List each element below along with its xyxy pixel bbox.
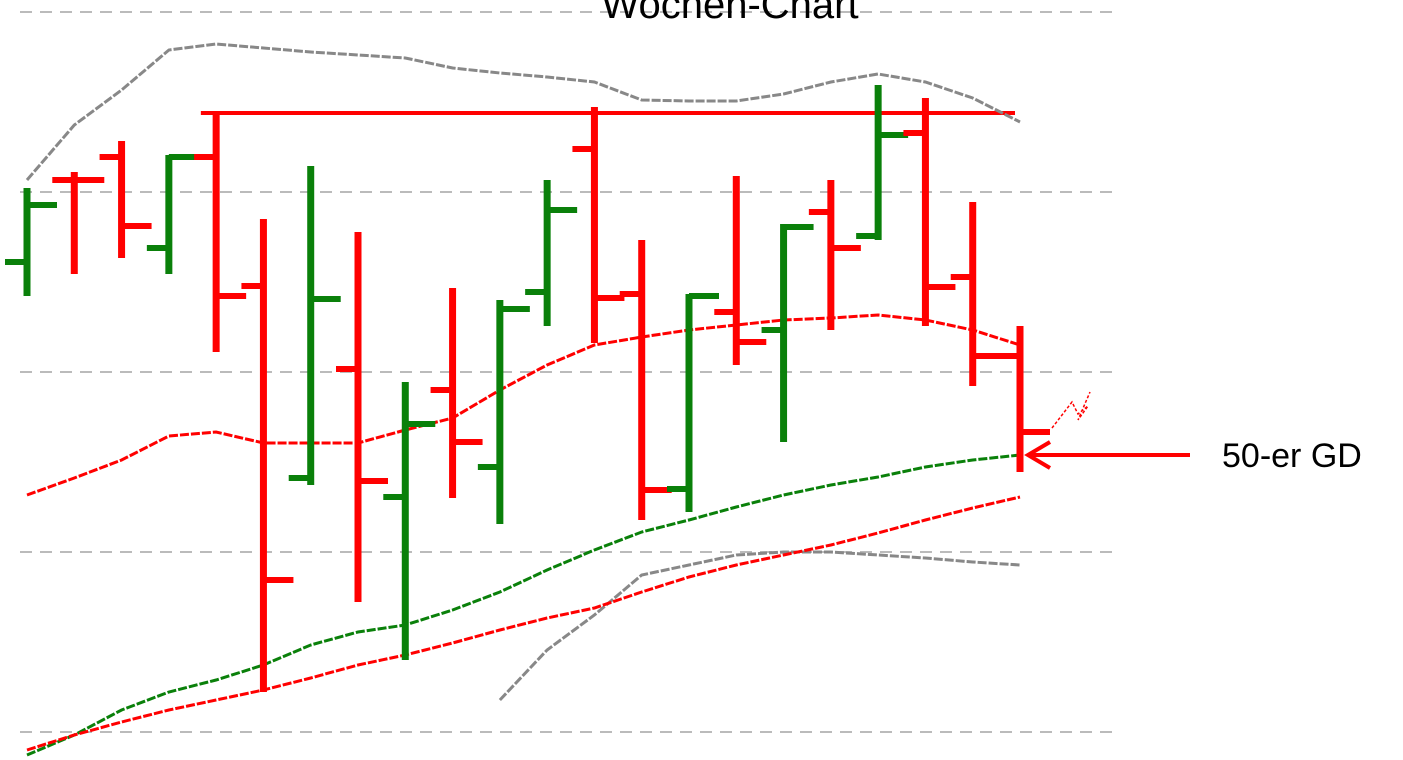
annotation: 50-er GD (1222, 437, 1362, 475)
ohlc-bar (146, 154, 199, 274)
indicator-line (25, 42, 1021, 181)
annotation-arrow (1024, 440, 1190, 470)
ohlc-bar (241, 219, 294, 692)
ohlc-bar (714, 176, 767, 365)
plot (5, 11, 1115, 757)
ohlc-bar (950, 202, 1003, 386)
ohlc-bar (194, 112, 247, 352)
ohlc-bar (52, 172, 105, 274)
sketch (1051, 391, 1091, 429)
ohlc-bar (667, 293, 719, 512)
ohlc-bar (903, 98, 956, 326)
ohlc-bar (288, 166, 341, 485)
ohlc-bar (336, 232, 388, 602)
ohlc-bar (477, 300, 530, 524)
ohlc-bar (99, 141, 152, 258)
ohlc-bar (525, 180, 578, 326)
ohlc-bar (998, 326, 1050, 472)
indicator-line (498, 550, 1021, 702)
indicator-line (26, 495, 1021, 752)
indicator-line (26, 313, 1021, 497)
ohlc-bar (383, 382, 436, 660)
ohlc-bar (856, 85, 909, 240)
ohlc-bar (5, 188, 57, 296)
ohlc-bar (808, 180, 861, 330)
chart-title: Wochen-Chart (601, 0, 858, 27)
ohlc-bar (430, 288, 483, 498)
indicator-line (26, 453, 1021, 757)
ohlc-bar (761, 224, 814, 442)
ohlc-bar (619, 240, 672, 520)
ohlc-bar (572, 107, 625, 343)
